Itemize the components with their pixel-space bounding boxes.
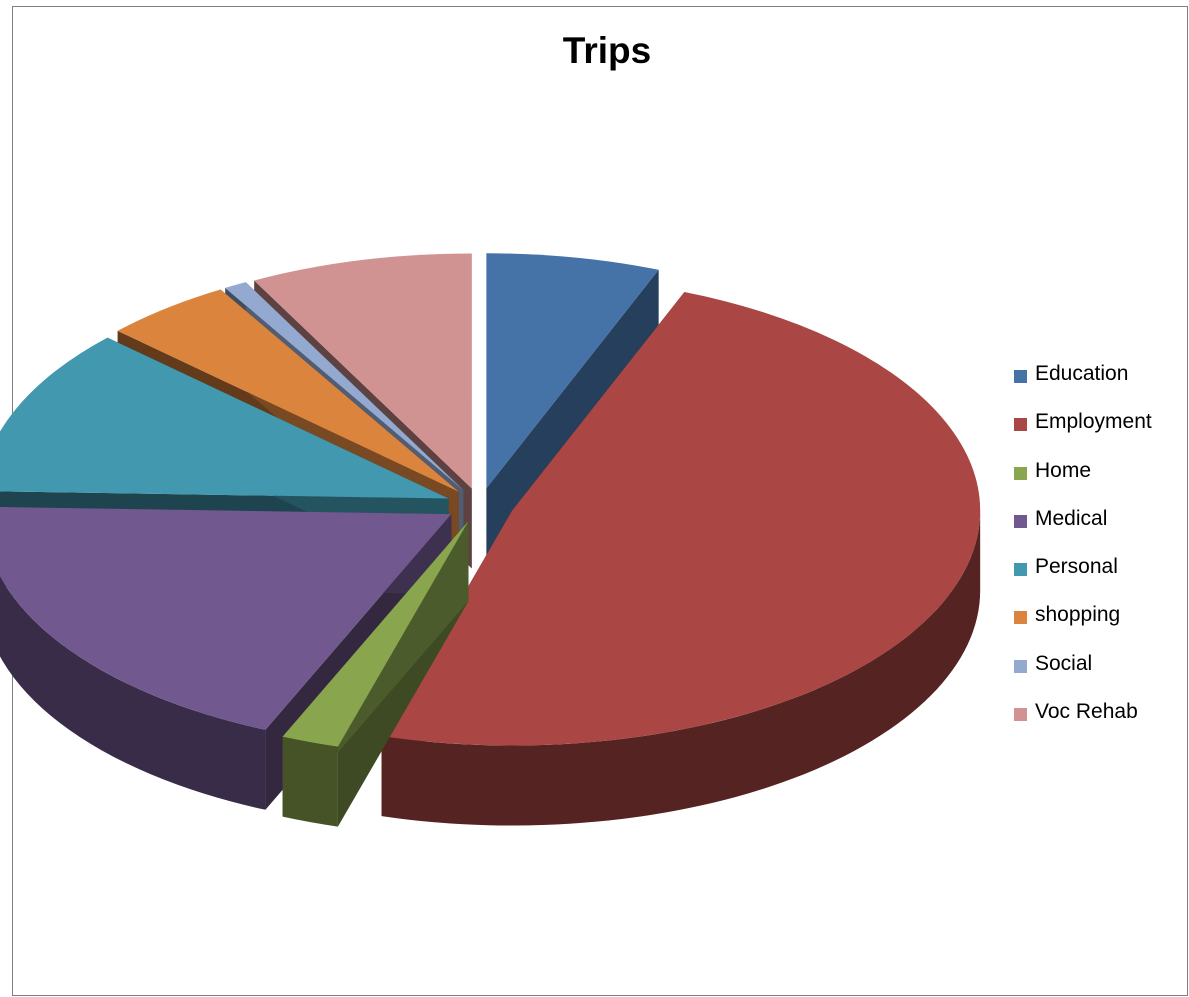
slice-top-home bbox=[282, 520, 469, 747]
slice-top-voc-rehab bbox=[254, 253, 472, 489]
slice-rim-employment bbox=[381, 510, 981, 826]
slice-rim-home bbox=[282, 736, 338, 827]
legend-label: Home bbox=[1035, 458, 1092, 482]
legend-label: shopping bbox=[1035, 603, 1121, 627]
slice-top-education bbox=[486, 253, 659, 489]
legend-swatch bbox=[1014, 514, 1027, 528]
legend-item-shopping: shopping bbox=[1014, 603, 1152, 651]
legend-item-education: Education bbox=[1014, 362, 1152, 410]
legend-label: Education bbox=[1035, 362, 1129, 385]
legend-label: Personal bbox=[1035, 555, 1118, 579]
chart-title: Trips bbox=[562, 30, 652, 71]
legend-item-social: Social bbox=[1014, 652, 1152, 700]
legend-swatch bbox=[1014, 466, 1027, 480]
legend-item-personal: Personal bbox=[1014, 555, 1152, 603]
slice-top-social bbox=[225, 282, 464, 491]
legend-swatch bbox=[1014, 659, 1027, 673]
slice-top-medical bbox=[0, 506, 452, 730]
legend: Education Employment Home Medical Personal sh… bbox=[1014, 362, 1152, 748]
slice-top-employment bbox=[381, 292, 981, 746]
legend-item-medical: Medical bbox=[1014, 507, 1152, 555]
legend-swatch bbox=[1014, 418, 1027, 432]
legend-swatch bbox=[1014, 563, 1027, 577]
slice-top-personal bbox=[0, 337, 449, 499]
pie-slice-employment bbox=[381, 292, 981, 826]
legend-item-voc-rehab: Voc Rehab bbox=[1014, 700, 1152, 748]
legend-swatch bbox=[1014, 708, 1027, 722]
pie-slice-home bbox=[282, 520, 469, 827]
legend-swatch bbox=[1014, 370, 1027, 383]
legend-item-employment: Employment bbox=[1014, 410, 1152, 458]
legend-swatch bbox=[1014, 611, 1027, 625]
legend-label: Employment bbox=[1035, 410, 1152, 434]
legend-label: Social bbox=[1035, 651, 1093, 675]
legend-label: Medical bbox=[1035, 506, 1108, 530]
slice-top-shopping bbox=[117, 289, 459, 492]
slice-rim-medical bbox=[0, 576, 266, 810]
legend-item-home: Home bbox=[1014, 459, 1152, 507]
legend-label: Voc Rehab bbox=[1035, 700, 1138, 724]
